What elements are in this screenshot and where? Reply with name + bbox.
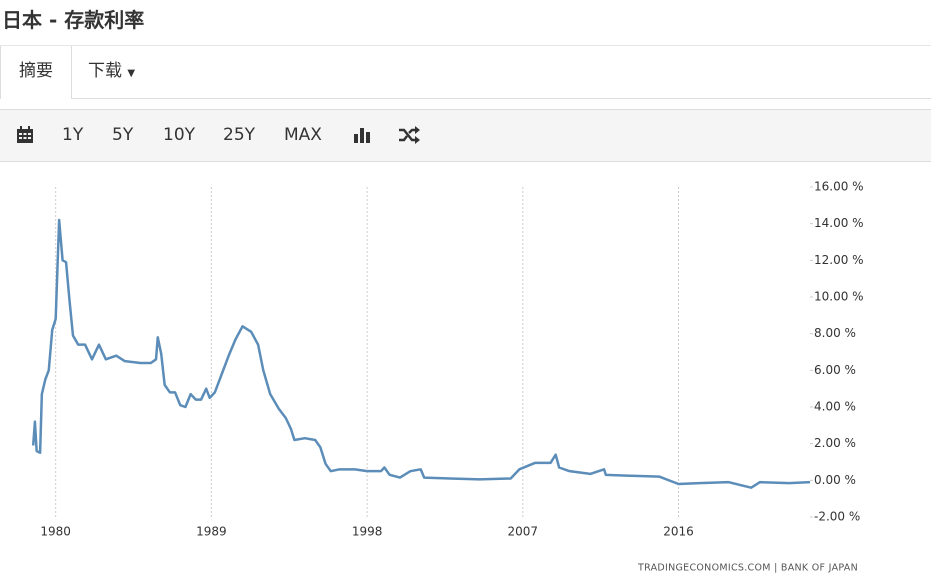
compare-icon[interactable] [398, 126, 420, 144]
source-note: TRADINGECONOMICS.COM | BANK OF JAPAN [637, 563, 858, 574]
caret: ▼ [127, 68, 136, 79]
x-tick-label: 1980 [40, 525, 71, 539]
y-tick-label: 4.00 % [814, 400, 856, 414]
y-tick-label: 2.00 % [814, 436, 856, 450]
chart: TRADINGECONOMICS.COM | BANK OF JAPAN -2.… [31, 180, 864, 574]
y-tick-label: 6.00 % [814, 363, 856, 377]
data-line [31, 218, 811, 489]
x-tick-label: 1989 [196, 525, 227, 539]
tab-bar: 摘要 下载 ▼ [0, 45, 931, 99]
range-button[interactable]: 10Y [163, 125, 196, 145]
range-button[interactable]: 1Y [62, 125, 84, 145]
chart-type-icon[interactable] [354, 127, 372, 143]
page-title: 日本 - 存款利率 [2, 8, 145, 32]
x-tick-label: 2016 [663, 525, 694, 539]
y-tick-label: 0.00 % [814, 473, 856, 487]
y-tick-label: 12.00 % [814, 253, 864, 267]
range-button[interactable]: 25Y [223, 125, 256, 145]
y-tick-label: -2.00 % [814, 510, 860, 524]
range-button[interactable]: MAX [284, 125, 322, 145]
y-tick-label: 10.00 % [814, 290, 864, 304]
tab-label: 下载 [88, 61, 122, 81]
x-tick-label: 2007 [508, 525, 539, 539]
toolbar: 1Y 5Y 10Y 25Y MAX [0, 109, 931, 162]
x-tick-label: 1998 [352, 525, 383, 539]
y-tick-label: 8.00 % [814, 326, 856, 340]
tab[interactable]: 下载 ▼ [70, 46, 153, 98]
calendar-icon[interactable] [16, 126, 34, 144]
y-tick-label: 16.00 % [814, 180, 864, 194]
range-button[interactable]: 5Y [112, 125, 134, 145]
tab[interactable]: 摘要 [0, 46, 72, 99]
y-tick-label: 14.00 % [814, 216, 864, 230]
